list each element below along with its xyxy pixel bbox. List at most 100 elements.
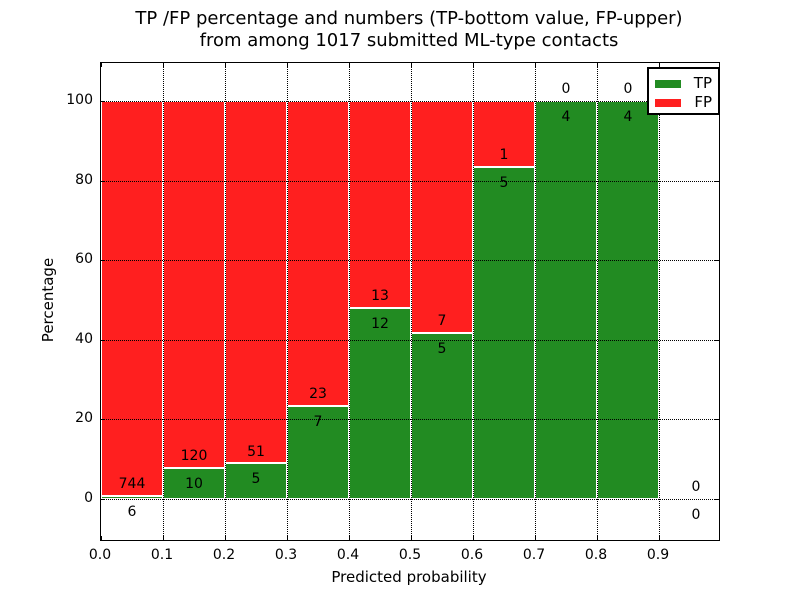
tp-count-label: 5 xyxy=(499,175,509,192)
tp-count-label: 6 xyxy=(127,503,137,520)
x-tick xyxy=(101,536,102,540)
x-tick-label: 0.5 xyxy=(398,547,422,563)
x-tick xyxy=(659,63,660,67)
bar-fp-segment xyxy=(287,101,349,407)
tp-count-label: 0 xyxy=(691,506,701,523)
x-gridline xyxy=(411,63,412,540)
x-gridline xyxy=(349,63,350,540)
y-tick xyxy=(101,339,105,341)
x-tick xyxy=(411,63,412,67)
bar-fp-segment xyxy=(411,101,473,334)
x-tick-label: 0.6 xyxy=(460,547,484,563)
y-tick xyxy=(101,180,105,182)
x-tick xyxy=(535,63,536,67)
x-tick-label: 0.4 xyxy=(336,547,360,563)
x-gridline xyxy=(535,63,536,540)
bar-tp-segment xyxy=(597,101,659,499)
x-tick xyxy=(349,63,350,67)
bar-fp-segment xyxy=(163,101,225,469)
legend-item-tp: TP xyxy=(655,74,712,93)
chart-title: TP /FP percentage and numbers (TP-bottom… xyxy=(0,8,800,52)
fp-count-label: 7 xyxy=(437,313,447,330)
x-tick xyxy=(287,536,288,540)
fp-count-label: 0 xyxy=(623,81,633,98)
x-tick xyxy=(349,536,350,540)
plot-area: 744 6 120 10 51 5 23 7 13 12 7 5 1 5 0 4 0 4 0 0 TP FP xyxy=(100,62,720,541)
fp-count-label: 0 xyxy=(691,479,701,496)
bar-tp-segment xyxy=(411,333,473,499)
x-gridline xyxy=(287,63,288,540)
y-tick xyxy=(101,260,105,262)
fp-count-label: 23 xyxy=(309,386,327,403)
y-tick xyxy=(715,180,719,182)
bar-tp-segment xyxy=(535,101,597,499)
y-gridline xyxy=(101,101,719,102)
fp-count-label: 13 xyxy=(371,288,389,305)
fp-count-label: 0 xyxy=(561,81,571,98)
bar-fp-segment xyxy=(225,101,287,464)
x-tick xyxy=(535,536,536,540)
tp-count-label: 7 xyxy=(313,414,323,431)
x-tick xyxy=(659,536,660,540)
bar-tp-segment xyxy=(163,468,225,499)
tp-count-label: 4 xyxy=(561,108,571,125)
y-tick xyxy=(715,339,719,341)
x-tick xyxy=(163,536,164,540)
chart-title-line1: TP /FP percentage and numbers (TP-bottom… xyxy=(135,8,683,29)
y-tick xyxy=(715,260,719,262)
fp-color-swatch xyxy=(655,98,681,107)
y-gridline xyxy=(101,499,719,500)
y-tick-label: 20 xyxy=(75,410,93,427)
y-tick-label: 40 xyxy=(75,330,93,347)
x-tick-label: 0.9 xyxy=(646,547,670,563)
y-tick-label: 80 xyxy=(75,171,93,188)
chart-title-line2: from among 1017 submitted ML-type contac… xyxy=(199,30,619,51)
y-axis-label: Percentage xyxy=(39,257,57,343)
y-tick xyxy=(101,101,105,102)
x-tick-label: 0.0 xyxy=(88,547,112,563)
x-tick-label: 0.7 xyxy=(522,547,546,563)
x-tick-label: 0.8 xyxy=(584,547,608,563)
y-gridline xyxy=(101,180,719,182)
y-gridline xyxy=(101,419,719,421)
bar-tp-segment xyxy=(287,406,349,499)
tp-count-label: 5 xyxy=(251,471,261,488)
x-tick-label: 0.1 xyxy=(150,547,174,563)
y-tick xyxy=(715,499,719,500)
fp-count-label: 120 xyxy=(180,448,208,465)
legend: TP FP xyxy=(647,67,720,115)
fp-count-label: 744 xyxy=(118,475,146,492)
y-tick-label: 0 xyxy=(84,490,93,506)
legend-label: FP xyxy=(694,93,712,111)
bar-tp-segment xyxy=(349,307,411,499)
x-tick-label: 0.2 xyxy=(212,547,236,563)
x-gridline xyxy=(163,63,164,540)
x-tick xyxy=(597,63,598,67)
x-tick-label: 0.3 xyxy=(274,547,298,563)
y-gridline xyxy=(101,339,719,341)
y-gridline xyxy=(101,260,719,262)
y-tick xyxy=(101,499,105,500)
bar-fp-segment xyxy=(101,101,163,496)
x-tick xyxy=(597,536,598,540)
tp-count-label: 4 xyxy=(623,108,633,125)
y-tick-label: 100 xyxy=(66,92,93,108)
legend-label: TP xyxy=(693,74,712,92)
x-axis-label: Predicted probability xyxy=(331,568,487,586)
x-gridline xyxy=(473,63,474,540)
x-tick xyxy=(225,63,226,67)
x-gridline xyxy=(597,63,598,540)
tp-count-label: 5 xyxy=(437,341,447,358)
tp-count-label: 12 xyxy=(371,315,389,332)
x-tick xyxy=(287,63,288,67)
legend-item-fp: FP xyxy=(655,93,712,112)
x-gridline xyxy=(659,63,660,540)
x-tick xyxy=(473,63,474,67)
x-tick xyxy=(411,536,412,540)
x-tick xyxy=(101,63,102,67)
y-tick xyxy=(101,419,105,421)
tp-color-swatch xyxy=(655,79,681,88)
x-tick xyxy=(163,63,164,67)
fp-count-label: 51 xyxy=(247,443,265,460)
